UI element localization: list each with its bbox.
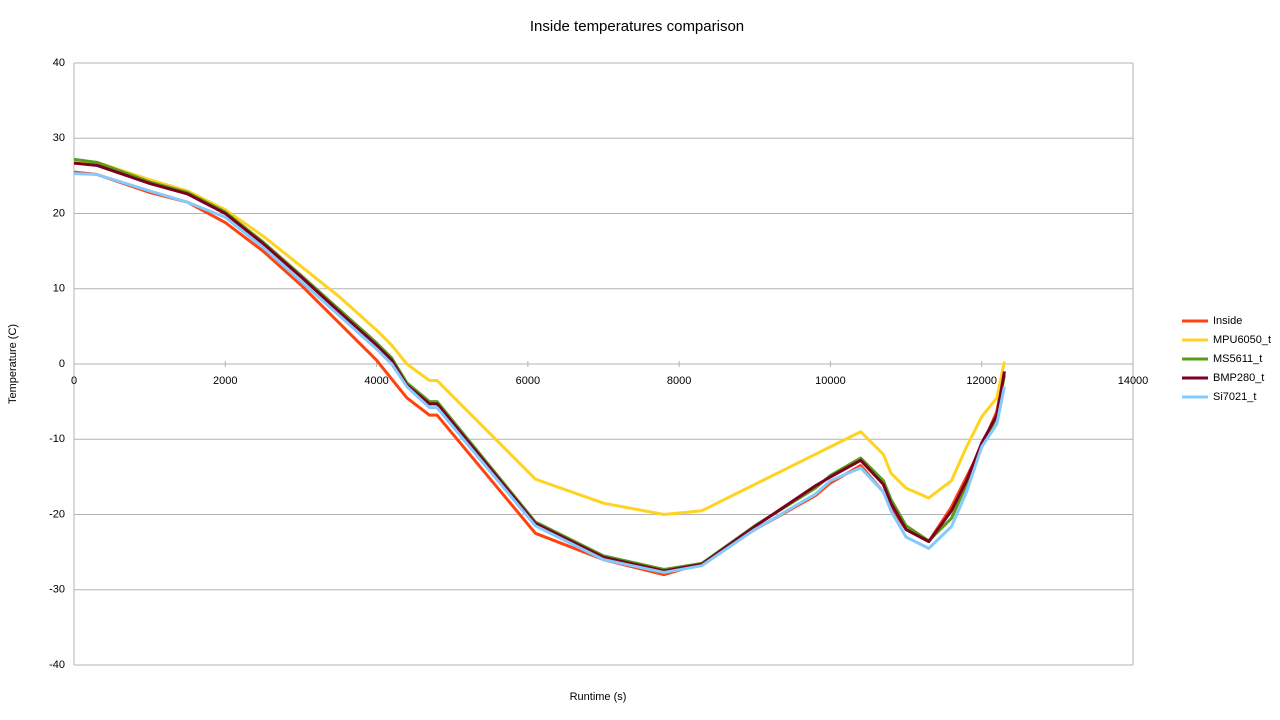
- x-tick-label: 10000: [815, 375, 846, 387]
- x-axis-label: Runtime (s): [570, 691, 627, 703]
- x-tick-label: 14000: [1118, 375, 1149, 387]
- x-tick-label: 0: [71, 375, 77, 387]
- y-tick-label: 0: [59, 358, 65, 370]
- y-axis-label: Temperature (C): [7, 324, 19, 404]
- x-tick-label: 12000: [966, 375, 997, 387]
- y-tick-label: 20: [53, 207, 65, 219]
- y-tick-label: -30: [49, 584, 65, 596]
- y-tick-label: 40: [53, 57, 65, 69]
- x-tick-label: 4000: [364, 375, 388, 387]
- y-tick-label: -20: [49, 508, 65, 520]
- y-tick-label: -40: [49, 659, 65, 671]
- legend-label: Si7021_t: [1213, 391, 1256, 403]
- x-tick-label: 6000: [516, 375, 540, 387]
- chart-title: Inside temperatures comparison: [530, 18, 744, 35]
- legend-label: MS5611_t: [1213, 353, 1262, 365]
- legend-label: MPU6050_t: [1213, 334, 1271, 346]
- series-line: [73, 172, 1006, 574]
- y-tick-label: 10: [53, 283, 65, 295]
- series-line: [73, 161, 1006, 573]
- series-line: [73, 159, 1006, 516]
- x-tick-label: 8000: [667, 375, 691, 387]
- legend-label: Inside: [1213, 315, 1242, 327]
- legend-label: BMP280_t: [1213, 372, 1264, 384]
- y-tick-label: -10: [49, 433, 65, 445]
- x-tick-label: 2000: [213, 375, 237, 387]
- y-tick-label: 30: [53, 132, 65, 144]
